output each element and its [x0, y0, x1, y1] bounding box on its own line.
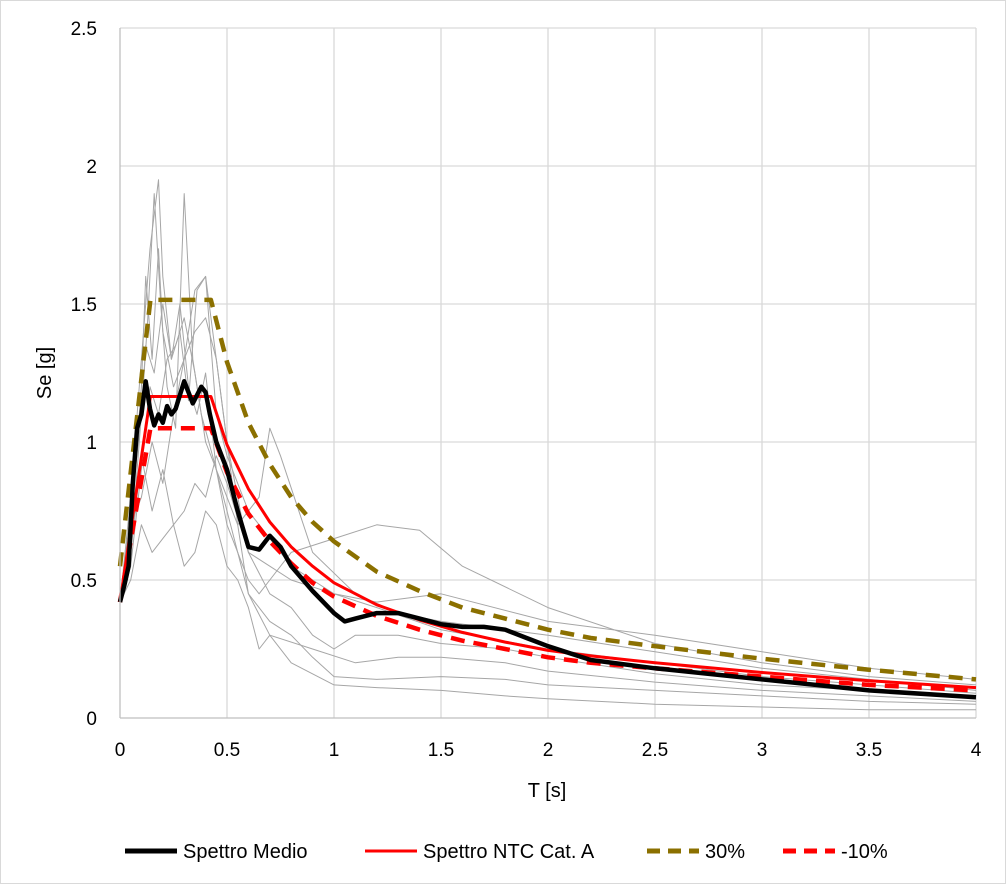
- tick-labels: 0 0.5 1 1.5 2 2.5 3 3.5 4 0 0.5 1 1.5 2 2.5: [71, 19, 982, 761]
- x-axis-label: T [s]: [528, 780, 567, 802]
- background-spectrum-line: [119, 179, 977, 702]
- background-spectrum-line: [119, 275, 977, 680]
- x-tick-label: 3.5: [856, 740, 882, 761]
- background-spectrum-line: [119, 510, 976, 711]
- y-axis-label: Se [g]: [34, 347, 56, 399]
- x-tick-label: 1.5: [428, 740, 454, 761]
- y-tick-label: 0: [86, 709, 97, 730]
- y-tick-label: 0.5: [71, 571, 97, 592]
- x-tick-label: 4: [971, 740, 982, 761]
- x-tick-label: 0.5: [214, 740, 240, 761]
- x-tick-label: 0: [115, 740, 126, 761]
- x-tick-label: 1: [329, 740, 340, 761]
- x-tick-label: 2.5: [642, 740, 668, 761]
- legend-label-spettro-medio: Spettro Medio: [183, 841, 308, 863]
- plus-30-percent-line: [117, 297, 977, 682]
- axes: [119, 28, 976, 719]
- legend: Spettro Medio Spettro NTC Cat. A 30% -10…: [125, 841, 888, 863]
- x-tick-label: 2: [543, 740, 554, 761]
- legend-label-minus-10-percent: -10%: [841, 841, 888, 863]
- y-tick-label: 2: [86, 157, 97, 178]
- x-tick-label: 3: [757, 740, 768, 761]
- spettro-ntc-line: [118, 395, 977, 690]
- grid: [120, 27, 977, 718]
- y-tick-label: 1.5: [71, 295, 97, 316]
- series-lines: [117, 297, 977, 700]
- y-tick-label: 2.5: [71, 19, 97, 40]
- y-tick-label: 1: [86, 433, 97, 454]
- background-spectrum-line: [119, 317, 977, 705]
- spettro-medio-line: [117, 379, 977, 700]
- legend-label-spettro-ntc: Spettro NTC Cat. A: [423, 841, 595, 863]
- legend-label-30-percent: 30%: [705, 841, 745, 863]
